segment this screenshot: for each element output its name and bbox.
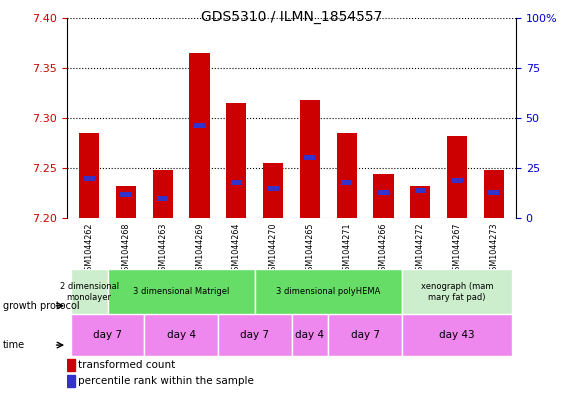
Text: GSM1044272: GSM1044272 [416, 222, 425, 276]
Bar [79, 133, 99, 218]
Bar [328, 314, 402, 356]
Text: day 7: day 7 [350, 330, 380, 340]
Text: GSM1044262: GSM1044262 [85, 222, 94, 276]
Bar [336, 133, 357, 218]
Bar [304, 156, 315, 160]
Bar [231, 180, 242, 185]
Bar [189, 53, 210, 218]
Bar [410, 186, 430, 218]
Text: GSM1044263: GSM1044263 [158, 222, 167, 275]
Text: GSM1044270: GSM1044270 [269, 222, 278, 276]
Bar [226, 103, 247, 218]
Text: GSM1044273: GSM1044273 [489, 222, 498, 276]
Bar [268, 185, 279, 191]
Text: day 4: day 4 [296, 330, 324, 340]
Bar [341, 180, 352, 185]
Bar [373, 174, 394, 218]
Bar [67, 359, 75, 371]
Bar [218, 314, 292, 356]
Text: day 7: day 7 [93, 330, 122, 340]
Text: day 43: day 43 [439, 330, 475, 340]
Bar [263, 163, 283, 218]
Bar [292, 314, 328, 356]
Bar [402, 314, 512, 356]
Text: GSM1044269: GSM1044269 [195, 222, 204, 276]
Text: GDS5310 / ILMN_1854557: GDS5310 / ILMN_1854557 [201, 10, 382, 24]
Text: time: time [3, 340, 25, 350]
Bar [451, 178, 463, 182]
Bar [71, 314, 145, 356]
Bar [255, 269, 402, 314]
Text: day 4: day 4 [167, 330, 196, 340]
Text: GSM1044271: GSM1044271 [342, 222, 351, 276]
Bar [194, 123, 205, 129]
Bar [489, 189, 500, 195]
Bar [71, 269, 107, 314]
Bar [402, 269, 512, 314]
Bar [83, 176, 94, 180]
Text: GSM1044266: GSM1044266 [379, 222, 388, 275]
Bar [415, 187, 426, 193]
Text: day 7: day 7 [240, 330, 269, 340]
Bar [484, 170, 504, 218]
Text: 2 dimensional
monolayer: 2 dimensional monolayer [59, 282, 119, 301]
Text: growth protocol: growth protocol [3, 301, 79, 311]
Bar [300, 100, 320, 218]
Bar [447, 136, 467, 218]
Bar [153, 170, 173, 218]
Bar [157, 196, 168, 200]
Text: 3 dimensional polyHEMA: 3 dimensional polyHEMA [276, 287, 381, 296]
Bar [107, 269, 255, 314]
Text: GSM1044268: GSM1044268 [121, 222, 131, 275]
Bar [116, 186, 136, 218]
Text: 3 dimensional Matrigel: 3 dimensional Matrigel [133, 287, 229, 296]
Text: xenograph (mam
mary fat pad): xenograph (mam mary fat pad) [421, 282, 493, 301]
Bar [120, 191, 132, 196]
Text: GSM1044264: GSM1044264 [232, 222, 241, 275]
Text: GSM1044265: GSM1044265 [305, 222, 314, 276]
Bar [145, 314, 218, 356]
Bar [378, 189, 389, 195]
Text: GSM1044267: GSM1044267 [452, 222, 462, 276]
Text: percentile rank within the sample: percentile rank within the sample [78, 376, 254, 386]
Text: transformed count: transformed count [78, 360, 175, 370]
Bar [67, 375, 75, 387]
